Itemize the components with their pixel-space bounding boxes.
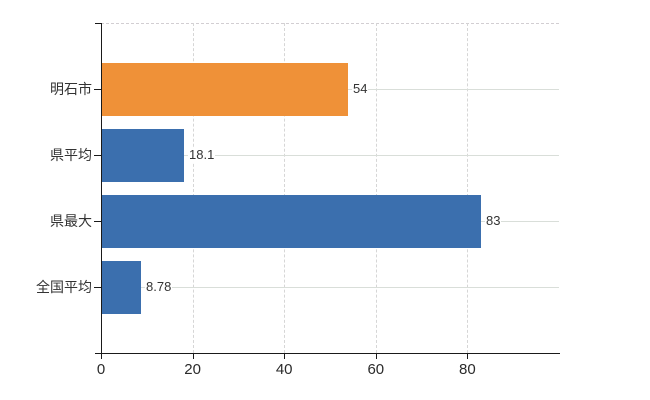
y-tick <box>94 155 101 156</box>
plot-top-border <box>101 23 559 24</box>
x-tick-label: 20 <box>184 361 201 378</box>
x-tick <box>192 354 194 359</box>
y-tick <box>94 287 101 288</box>
bar <box>102 195 481 248</box>
y-tick <box>94 221 101 222</box>
x-gridline <box>192 23 194 353</box>
category-label: 県最大 <box>50 213 92 229</box>
bar <box>102 63 348 116</box>
bar-value-label: 83 <box>485 213 502 229</box>
x-tick <box>284 354 286 359</box>
x-gridline <box>284 23 286 353</box>
x-tick-label: 60 <box>367 361 385 378</box>
category-label: 県平均 <box>50 147 92 163</box>
x-gridline <box>467 23 469 353</box>
y-gridline <box>101 287 559 288</box>
bar-value-label: 18.1 <box>188 147 216 163</box>
bar-value-label: 8.78 <box>145 279 173 295</box>
bar <box>102 261 141 314</box>
x-tick-label: 80 <box>459 361 476 378</box>
x-tick <box>375 354 377 359</box>
y-axis-top-tick <box>95 23 101 24</box>
category-label: 明石市 <box>50 81 92 97</box>
x-gridline <box>375 23 377 353</box>
y-axis-line <box>101 23 102 354</box>
x-tick <box>467 354 469 359</box>
bar <box>102 129 184 182</box>
bar-value-label: 54 <box>352 81 369 97</box>
y-gridline <box>101 155 559 156</box>
x-tick-label: 0 <box>96 361 106 378</box>
x-tick <box>101 354 102 359</box>
y-tick <box>94 89 101 90</box>
x-tick-label: 40 <box>275 361 293 378</box>
category-label: 全国平均 <box>36 279 92 295</box>
x-axis-line <box>95 353 560 354</box>
